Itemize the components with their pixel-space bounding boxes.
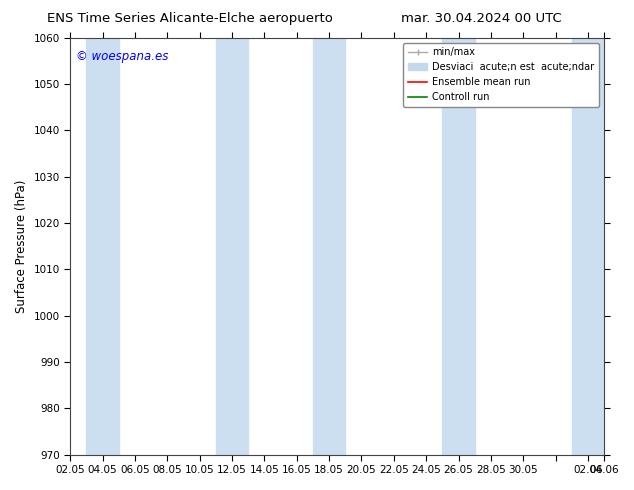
Text: © woespana.es: © woespana.es: [75, 50, 168, 63]
Text: ENS Time Series Alicante-Elche aeropuerto: ENS Time Series Alicante-Elche aeropuert…: [48, 12, 333, 25]
Bar: [86, 38, 119, 455]
Bar: [216, 38, 248, 455]
Legend: min/max, Desviaci  acute;n est  acute;ndar, Ensemble mean run, Controll run: min/max, Desviaci acute;n est acute;ndar…: [403, 43, 599, 107]
Y-axis label: Surface Pressure (hPa): Surface Pressure (hPa): [15, 179, 28, 313]
Bar: [443, 38, 475, 455]
Bar: [313, 38, 346, 455]
Text: mar. 30.04.2024 00 UTC: mar. 30.04.2024 00 UTC: [401, 12, 562, 25]
Bar: [572, 38, 604, 455]
